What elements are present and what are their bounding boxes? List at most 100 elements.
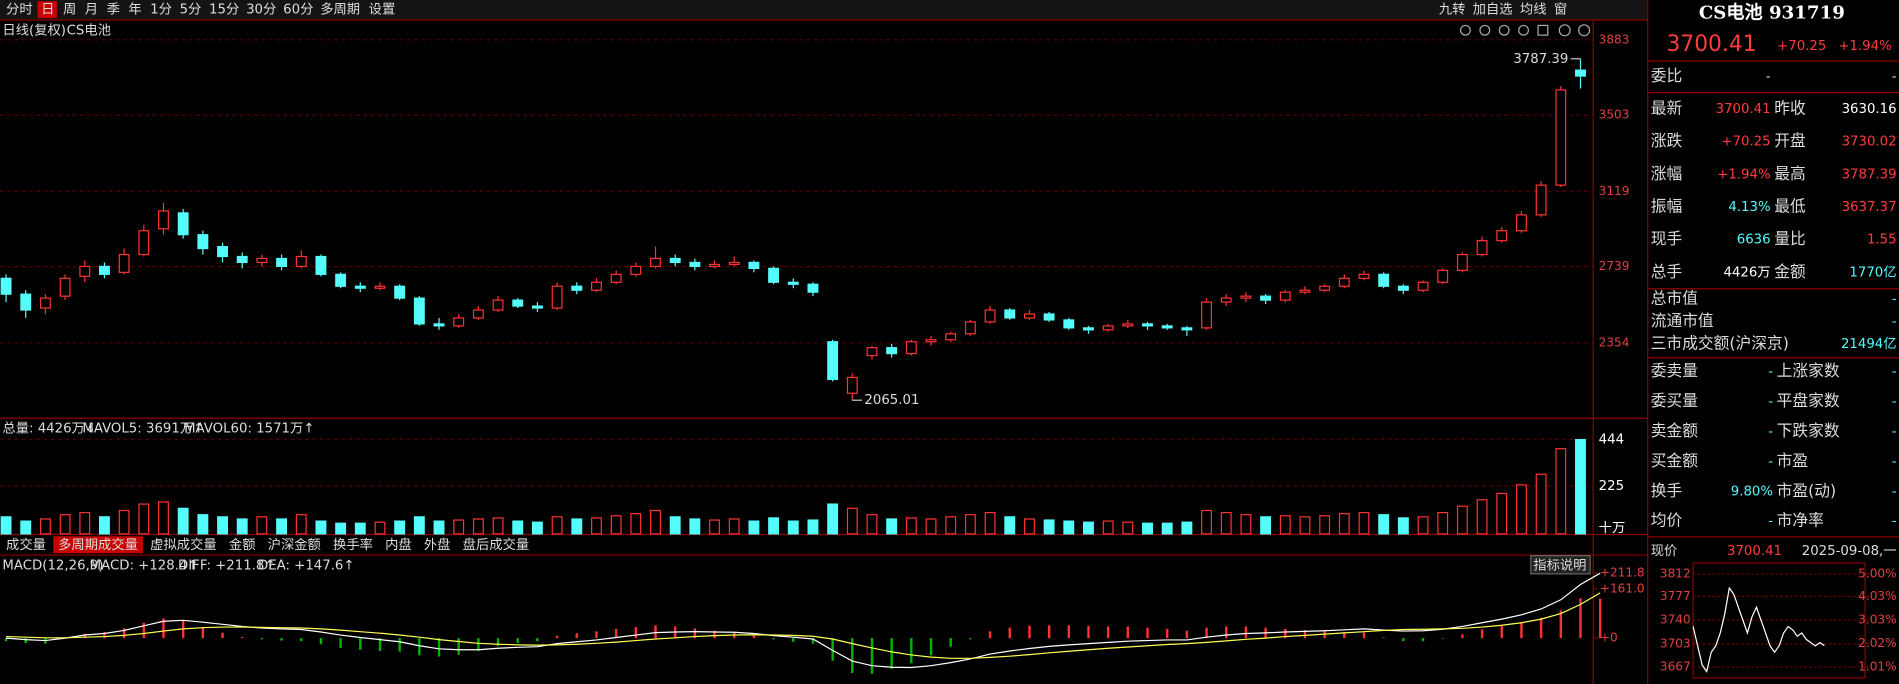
toolbar-button[interactable]: 15分: [209, 2, 239, 18]
candle-body: [1496, 230, 1508, 242]
volume-bar: [571, 518, 583, 535]
toolbar-button[interactable]: 60分: [283, 2, 313, 18]
toolbar-button[interactable]: 年: [128, 2, 141, 18]
toolbar-button[interactable]: 月: [85, 3, 98, 18]
volume-bar: [551, 516, 563, 535]
y-tick-label: 3777: [1660, 589, 1691, 603]
candle-body: [177, 212, 189, 236]
candle-body: [1083, 327, 1094, 331]
volume-bar: [394, 520, 406, 535]
weibi-label: 委比: [1651, 66, 1682, 85]
volume-bar: [1260, 516, 1272, 535]
y-tick-label: 225: [1599, 479, 1624, 494]
toolbar-button[interactable]: 多周期: [320, 1, 360, 18]
volume-bar: [118, 509, 130, 535]
candle-body: [551, 285, 563, 309]
candle-body: [158, 210, 169, 230]
toolbar-button[interactable]: 周: [63, 3, 76, 18]
toolbar-button[interactable]: 日: [41, 3, 54, 18]
candle-body: [1476, 240, 1488, 256]
candle-body: [1004, 309, 1016, 319]
toolbar-button[interactable]: 分时: [6, 2, 33, 18]
y-tick-label: +0: [1600, 631, 1618, 645]
depth-value: -: [1892, 424, 1897, 439]
indicator-tab[interactable]: 多周期成交量: [58, 536, 138, 553]
candle-body: [217, 245, 228, 258]
indicator-tab[interactable]: 虚拟成交量: [150, 536, 216, 553]
candle-body: [256, 257, 268, 264]
toolbar-button[interactable]: 30分: [246, 2, 276, 18]
candle-body: [925, 339, 937, 343]
volume-legend: MAVOL5: 3691万↑: [82, 422, 204, 437]
volume-bar: [1083, 521, 1094, 535]
volume-bar: [354, 522, 366, 535]
candle-body: [945, 333, 957, 341]
volume-bar: [1043, 519, 1055, 535]
icon[interactable]: [1518, 24, 1530, 36]
market-label: 总市值: [1651, 289, 1698, 308]
toolbar-button[interactable]: 设置: [369, 2, 396, 18]
toolbar-button[interactable]: 加自选: [1473, 2, 1513, 18]
icon[interactable]: [1459, 24, 1471, 36]
indicator-tab[interactable]: 换手率: [333, 536, 373, 553]
candle-body: [138, 230, 150, 256]
quote-label: 最新: [1651, 98, 1683, 117]
volume-bar: [1338, 513, 1350, 535]
icon[interactable]: [1479, 24, 1491, 36]
indicator-tab[interactable]: 成交量: [6, 536, 46, 553]
toolbar-button[interactable]: 1分: [150, 2, 172, 18]
indicator-tab[interactable]: 盘后成交量: [463, 536, 529, 553]
volume-bar: [158, 501, 169, 535]
candle-body: [354, 285, 366, 289]
indicator-tab[interactable]: 沪深金额: [268, 537, 321, 553]
candle-body: [1142, 323, 1153, 327]
help-button[interactable]: 指标说明: [1533, 557, 1586, 573]
candle-body: [1023, 313, 1035, 319]
volume-bar: [492, 517, 504, 535]
depth-label: 市净率: [1777, 511, 1824, 530]
indicator-tab[interactable]: 内盘: [385, 536, 412, 553]
y-tick-label: 3740: [1660, 613, 1691, 627]
icon[interactable]: [1537, 24, 1549, 36]
candle-body: [866, 347, 878, 357]
candle-body: [709, 263, 720, 268]
tab-active: [53, 536, 143, 554]
volume-bar: [59, 514, 71, 535]
candle-body: [630, 265, 642, 275]
quote-title: CS电池 931719: [1699, 1, 1845, 23]
volume-bar: [20, 520, 32, 535]
quote-value: 3787.39: [1842, 167, 1897, 182]
toolbar-button[interactable]: 季: [107, 2, 120, 18]
chart-name: CS电池: [67, 22, 111, 38]
toolbar-button[interactable]: 5分: [180, 2, 202, 18]
high-label: 3787.39: [1513, 52, 1568, 67]
toolbar-button[interactable]: 九转: [1439, 2, 1466, 18]
indicator-tab[interactable]: 外盘: [424, 536, 451, 553]
y-tick-label: +211.8: [1600, 566, 1645, 580]
icon[interactable]: [1558, 24, 1571, 37]
candle-body: [394, 285, 406, 299]
quote-label: 昨收: [1774, 98, 1806, 117]
icon[interactable]: [1578, 24, 1591, 37]
volume-bar: [1299, 516, 1311, 535]
candle-body: [1378, 273, 1390, 287]
volume-bar: [1319, 515, 1331, 535]
market-label: 三市成交额(沪深京): [1651, 333, 1789, 352]
candle-body: [1260, 295, 1272, 301]
toolbar-button[interactable]: 窗: [1554, 1, 1567, 18]
volume-bar: [1437, 511, 1449, 535]
y2-tick-label: 1.01%: [1858, 659, 1896, 673]
volume-bar: [1456, 505, 1468, 535]
depth-label: 委卖量: [1651, 361, 1698, 380]
quote-value: 3630.16: [1842, 102, 1897, 117]
help-button-bg[interactable]: [1530, 555, 1591, 575]
candle-body: [39, 297, 51, 309]
volume-bar: [768, 517, 780, 535]
candle-body: [0, 277, 12, 295]
toolbar-button[interactable]: 均线: [1520, 2, 1547, 18]
candle-body: [118, 253, 130, 273]
indicator-tab[interactable]: 金额: [229, 537, 256, 553]
volume-bar: [964, 514, 976, 535]
volume-bar: [669, 516, 681, 535]
icon[interactable]: [1498, 24, 1510, 36]
